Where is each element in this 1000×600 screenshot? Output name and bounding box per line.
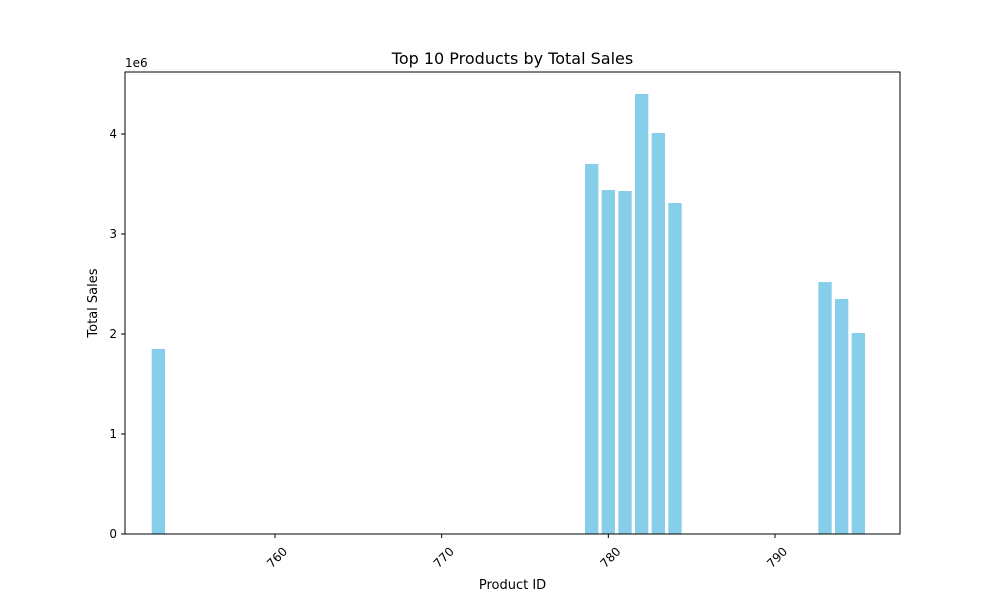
- bar-product-753: [151, 349, 165, 534]
- y-tick-label: 2: [109, 327, 117, 341]
- bar-product-795: [851, 333, 865, 534]
- bar-product-782: [635, 94, 649, 534]
- x-axis-label: Product ID: [479, 578, 546, 593]
- y-tick-label: 4: [109, 127, 117, 141]
- y-axis-ticks: 0 1 2 3 4: [109, 127, 125, 541]
- bars-group: [151, 94, 865, 534]
- chart-title: Top 10 Products by Total Sales: [391, 49, 633, 68]
- y-axis-label: Total Sales: [86, 268, 101, 338]
- bar-product-794: [835, 299, 849, 534]
- y-tick-label: 0: [109, 527, 117, 541]
- bar-product-793: [818, 282, 832, 534]
- bar-product-784: [668, 203, 682, 534]
- y-scale-offset-label: 1e6: [125, 56, 148, 70]
- plot-frame: [124, 71, 901, 535]
- bar-product-780: [601, 190, 615, 534]
- y-tick-label: 3: [109, 227, 117, 241]
- bar-product-781: [618, 191, 632, 534]
- y-tick-label: 1: [109, 427, 117, 441]
- bar-product-783: [651, 133, 665, 534]
- bar-product-779: [585, 164, 599, 534]
